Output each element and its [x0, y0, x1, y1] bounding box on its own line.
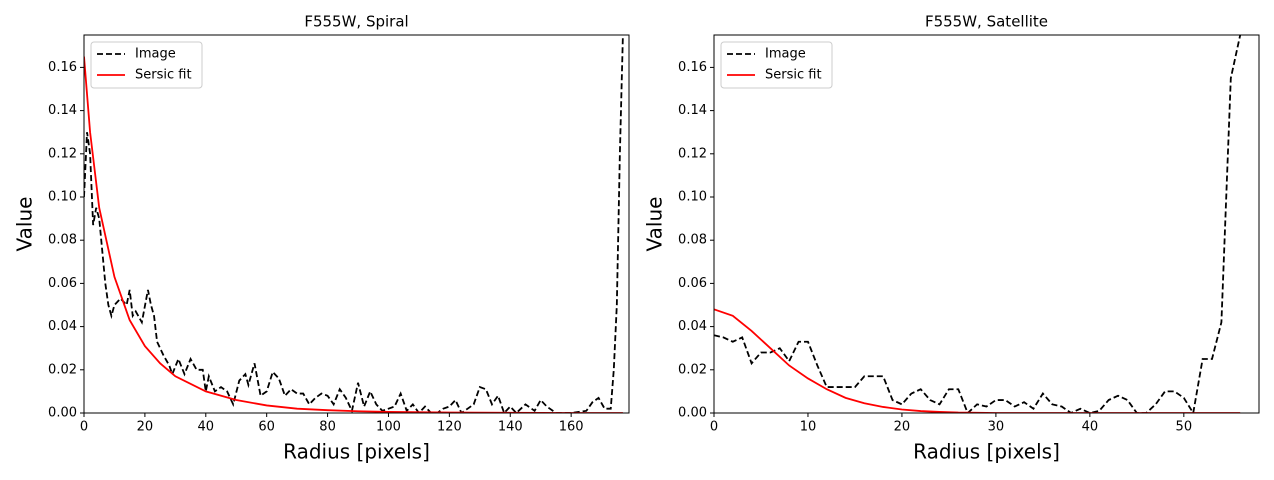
- y-axis-label: Value: [13, 197, 37, 252]
- legend-label: Image: [135, 47, 176, 62]
- x-tick-label: 100: [376, 420, 401, 435]
- x-axis-label: Radius [pixels]: [283, 440, 430, 464]
- y-tick-label: 0.00: [48, 406, 77, 421]
- legend: Image Sersic fit: [720, 41, 833, 89]
- x-tick-label: 50: [1176, 420, 1193, 435]
- y-tick-label: 0.12: [48, 146, 77, 161]
- y-tick-label: 0.00: [678, 406, 707, 421]
- chart-title: F555W, Satellite: [925, 13, 1048, 31]
- axes-frame: [83, 34, 630, 414]
- data-line: [714, 308, 1241, 413]
- legend-label: Sersic fit: [765, 68, 822, 83]
- x-tick-label: 20: [894, 420, 911, 435]
- data-line: [84, 56, 623, 413]
- legend-label: Image: [765, 47, 806, 62]
- subplot: F555W, Spiral Radius [pixels] Value 0 20 40 60…: [13, 13, 630, 464]
- x-tick-label: 40: [198, 420, 215, 435]
- y-tick-label: 0.02: [48, 362, 77, 377]
- y-tick-label: 0.10: [48, 190, 77, 205]
- x-tick-label: 0: [80, 420, 88, 435]
- y-tick-label: 0.04: [678, 319, 707, 334]
- y-tick-label: 0.16: [48, 60, 77, 75]
- subplot: F555W, Satellite Radius [pixels] Value 0 10 2…: [643, 13, 1260, 464]
- y-tick-label: 0.14: [678, 103, 707, 118]
- axes-frame: [713, 34, 1260, 414]
- y-tick-label: 0.06: [48, 276, 77, 291]
- x-tick-label: 160: [559, 420, 584, 435]
- y-tick-label: 0.04: [48, 319, 77, 334]
- y-tick-label: 0.12: [678, 146, 707, 161]
- y-tick-label: 0.10: [678, 190, 707, 205]
- y-tick-label: 0.14: [48, 103, 77, 118]
- y-tick-label: 0.08: [678, 233, 707, 248]
- chart-title: F555W, Spiral: [304, 13, 408, 31]
- x-tick-label: 40: [1082, 420, 1099, 435]
- x-tick-label: 30: [988, 420, 1005, 435]
- y-tick-label: 0.08: [48, 233, 77, 248]
- x-tick-label: 120: [437, 420, 462, 435]
- legend-label: Sersic fit: [135, 68, 192, 83]
- x-tick-label: 140: [498, 420, 523, 435]
- x-axis-label: Radius [pixels]: [913, 440, 1060, 464]
- x-tick-label: 60: [258, 420, 275, 435]
- x-tick-label: 0: [710, 420, 718, 435]
- y-tick-label: 0.02: [678, 362, 707, 377]
- y-axis-label: Value: [643, 197, 667, 252]
- y-tick-label: 0.16: [678, 60, 707, 75]
- y-tick-label: 0.06: [678, 276, 707, 291]
- x-tick-label: 20: [137, 420, 154, 435]
- x-tick-label: 80: [319, 420, 336, 435]
- legend: Image Sersic fit: [90, 41, 203, 89]
- x-tick-label: 10: [800, 420, 817, 435]
